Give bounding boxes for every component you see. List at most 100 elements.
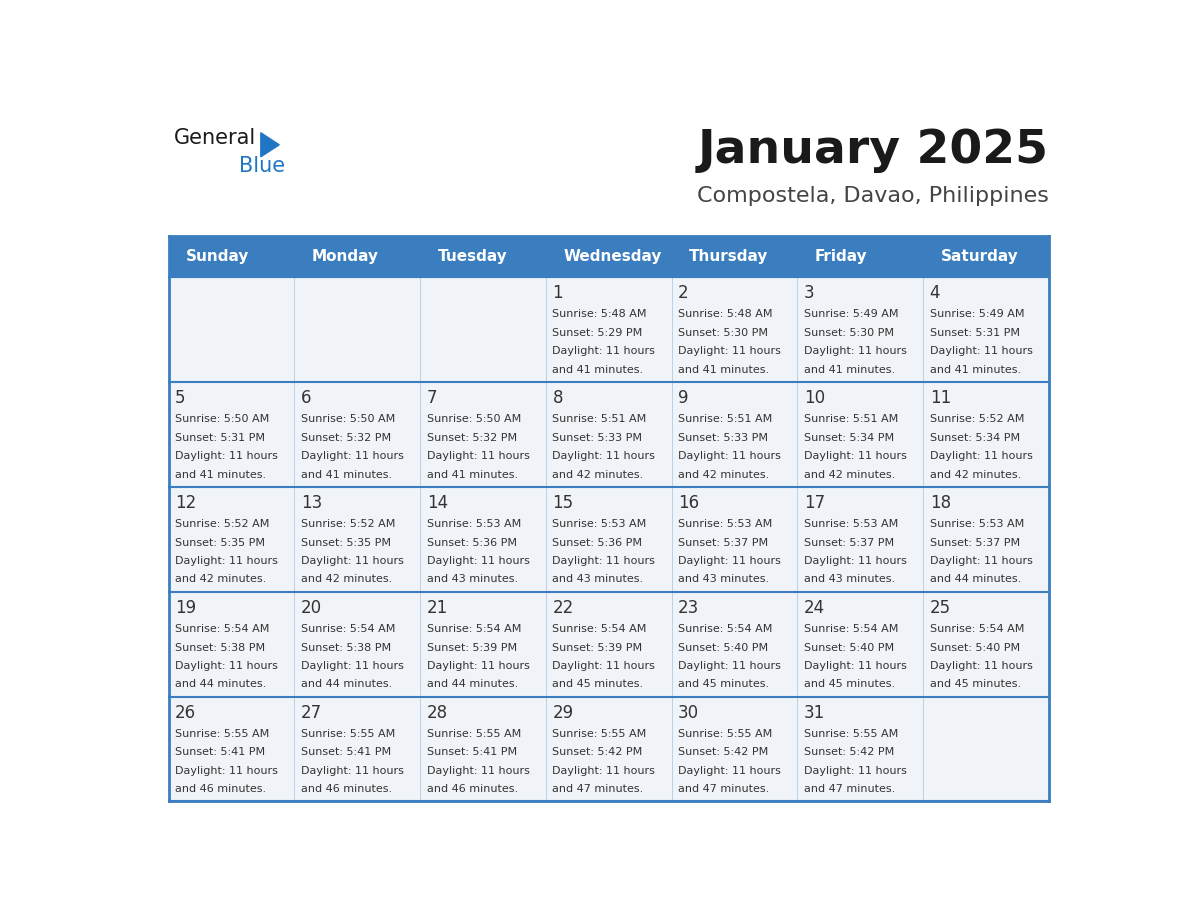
Text: Sunrise: 5:53 AM: Sunrise: 5:53 AM (804, 520, 898, 530)
Text: Daylight: 11 hours: Daylight: 11 hours (301, 766, 404, 776)
Text: Daylight: 11 hours: Daylight: 11 hours (930, 661, 1032, 671)
Text: Daylight: 11 hours: Daylight: 11 hours (930, 451, 1032, 461)
Text: Sunset: 5:39 PM: Sunset: 5:39 PM (552, 643, 643, 653)
Text: Daylight: 11 hours: Daylight: 11 hours (804, 556, 906, 566)
Text: Sunset: 5:41 PM: Sunset: 5:41 PM (426, 747, 517, 757)
Text: 7: 7 (426, 389, 437, 407)
Text: and 44 minutes.: and 44 minutes. (426, 679, 518, 689)
Text: Sunset: 5:33 PM: Sunset: 5:33 PM (552, 432, 643, 442)
Text: and 45 minutes.: and 45 minutes. (552, 679, 644, 689)
Text: 10: 10 (804, 389, 824, 407)
Bar (295, 382, 421, 487)
Text: Friday: Friday (815, 249, 867, 264)
Text: and 42 minutes.: and 42 minutes. (804, 469, 895, 479)
Text: and 45 minutes.: and 45 minutes. (804, 679, 895, 689)
Text: Sunrise: 5:54 AM: Sunrise: 5:54 AM (301, 624, 396, 634)
Text: and 44 minutes.: and 44 minutes. (930, 575, 1020, 585)
Text: 24: 24 (804, 599, 824, 617)
Text: Sunrise: 5:52 AM: Sunrise: 5:52 AM (301, 520, 396, 530)
Text: Daylight: 11 hours: Daylight: 11 hours (426, 661, 530, 671)
Text: Sunrise: 5:53 AM: Sunrise: 5:53 AM (426, 520, 520, 530)
Bar (923, 697, 1049, 801)
Text: Daylight: 11 hours: Daylight: 11 hours (175, 451, 278, 461)
Text: Sunset: 5:32 PM: Sunset: 5:32 PM (301, 432, 391, 442)
Text: and 42 minutes.: and 42 minutes. (678, 469, 770, 479)
Text: Sunrise: 5:51 AM: Sunrise: 5:51 AM (804, 414, 898, 424)
Text: Daylight: 11 hours: Daylight: 11 hours (552, 451, 656, 461)
Text: Sunrise: 5:50 AM: Sunrise: 5:50 AM (426, 414, 520, 424)
Text: 11: 11 (930, 389, 950, 407)
Text: Sunrise: 5:55 AM: Sunrise: 5:55 AM (426, 729, 520, 739)
Text: 8: 8 (552, 389, 563, 407)
Text: Sunset: 5:41 PM: Sunset: 5:41 PM (175, 747, 265, 757)
Text: 5: 5 (175, 389, 185, 407)
Text: and 46 minutes.: and 46 minutes. (301, 784, 392, 794)
Text: and 41 minutes.: and 41 minutes. (804, 364, 895, 375)
Text: Sunrise: 5:53 AM: Sunrise: 5:53 AM (678, 520, 772, 530)
Bar (169, 592, 295, 697)
Text: Sunrise: 5:50 AM: Sunrise: 5:50 AM (301, 414, 396, 424)
Text: Daylight: 11 hours: Daylight: 11 hours (552, 661, 656, 671)
Text: Daylight: 11 hours: Daylight: 11 hours (804, 451, 906, 461)
Bar (797, 697, 923, 801)
Text: Sunset: 5:37 PM: Sunset: 5:37 PM (678, 538, 769, 548)
Bar (923, 592, 1049, 697)
Text: Compostela, Davao, Philippines: Compostela, Davao, Philippines (697, 185, 1049, 206)
Text: Daylight: 11 hours: Daylight: 11 hours (552, 766, 656, 776)
Text: Blue: Blue (239, 156, 285, 176)
Text: Sunrise: 5:51 AM: Sunrise: 5:51 AM (552, 414, 646, 424)
Text: Sunrise: 5:51 AM: Sunrise: 5:51 AM (678, 414, 772, 424)
Text: 6: 6 (301, 389, 311, 407)
Text: Daylight: 11 hours: Daylight: 11 hours (301, 556, 404, 566)
Text: Sunset: 5:42 PM: Sunset: 5:42 PM (552, 747, 643, 757)
Text: and 43 minutes.: and 43 minutes. (804, 575, 895, 585)
Text: 16: 16 (678, 494, 700, 512)
Text: Daylight: 11 hours: Daylight: 11 hours (175, 556, 278, 566)
Text: Sunset: 5:40 PM: Sunset: 5:40 PM (804, 643, 895, 653)
Bar (797, 382, 923, 487)
Text: Sunrise: 5:50 AM: Sunrise: 5:50 AM (175, 414, 270, 424)
Text: Daylight: 11 hours: Daylight: 11 hours (804, 661, 906, 671)
Bar (169, 236, 1049, 277)
Text: Daylight: 11 hours: Daylight: 11 hours (175, 661, 278, 671)
Text: Sunrise: 5:54 AM: Sunrise: 5:54 AM (426, 624, 522, 634)
Bar (546, 382, 671, 487)
Text: Sunrise: 5:49 AM: Sunrise: 5:49 AM (930, 309, 1024, 319)
Text: Sunrise: 5:53 AM: Sunrise: 5:53 AM (930, 520, 1024, 530)
Text: Daylight: 11 hours: Daylight: 11 hours (552, 346, 656, 356)
Text: Daylight: 11 hours: Daylight: 11 hours (678, 451, 781, 461)
Text: and 41 minutes.: and 41 minutes. (552, 364, 644, 375)
Bar (671, 487, 797, 592)
Text: Sunset: 5:31 PM: Sunset: 5:31 PM (930, 328, 1019, 338)
Text: and 46 minutes.: and 46 minutes. (426, 784, 518, 794)
Text: 23: 23 (678, 599, 700, 617)
Text: Sunrise: 5:48 AM: Sunrise: 5:48 AM (678, 309, 772, 319)
Text: 27: 27 (301, 703, 322, 722)
Text: Sunset: 5:40 PM: Sunset: 5:40 PM (678, 643, 769, 653)
Text: Sunset: 5:30 PM: Sunset: 5:30 PM (678, 328, 769, 338)
Text: 18: 18 (930, 494, 950, 512)
Text: and 47 minutes.: and 47 minutes. (552, 784, 644, 794)
Text: and 42 minutes.: and 42 minutes. (175, 575, 266, 585)
Text: Daylight: 11 hours: Daylight: 11 hours (175, 766, 278, 776)
Bar (421, 277, 546, 382)
Bar (671, 277, 797, 382)
Text: Sunrise: 5:54 AM: Sunrise: 5:54 AM (804, 624, 898, 634)
Bar (421, 487, 546, 592)
Text: Sunrise: 5:54 AM: Sunrise: 5:54 AM (678, 624, 772, 634)
Text: and 45 minutes.: and 45 minutes. (930, 679, 1020, 689)
Text: 17: 17 (804, 494, 824, 512)
Text: 22: 22 (552, 599, 574, 617)
Text: and 41 minutes.: and 41 minutes. (426, 469, 518, 479)
Text: Daylight: 11 hours: Daylight: 11 hours (930, 346, 1032, 356)
Bar (169, 277, 295, 382)
Bar (797, 592, 923, 697)
Text: Sunset: 5:36 PM: Sunset: 5:36 PM (552, 538, 643, 548)
Bar (797, 277, 923, 382)
Text: Daylight: 11 hours: Daylight: 11 hours (678, 766, 781, 776)
Text: Sunrise: 5:55 AM: Sunrise: 5:55 AM (804, 729, 898, 739)
Text: Sunrise: 5:54 AM: Sunrise: 5:54 AM (930, 624, 1024, 634)
Text: Daylight: 11 hours: Daylight: 11 hours (678, 661, 781, 671)
Text: Sunrise: 5:55 AM: Sunrise: 5:55 AM (301, 729, 396, 739)
Text: and 41 minutes.: and 41 minutes. (175, 469, 266, 479)
